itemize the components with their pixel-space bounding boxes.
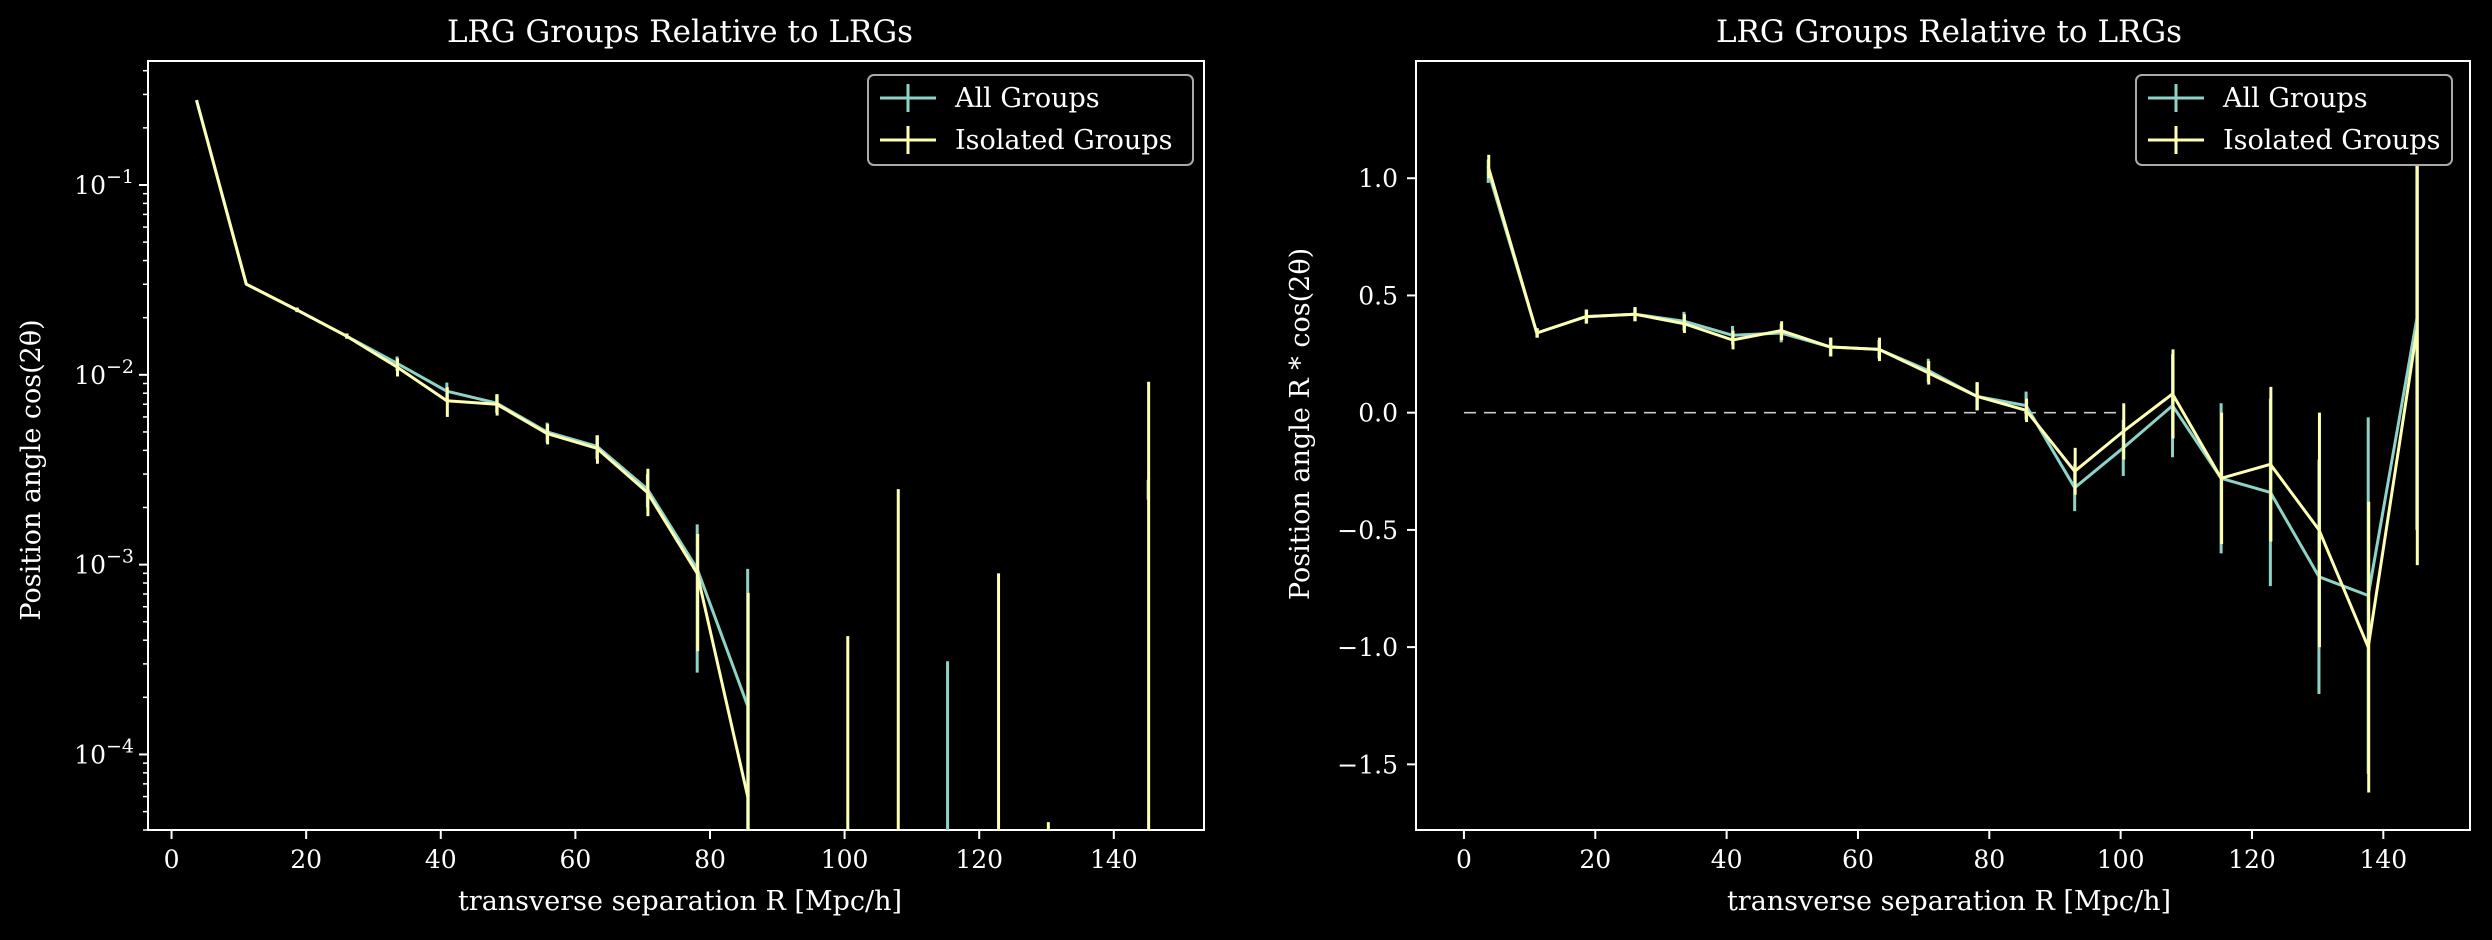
x-tick-label: 80 <box>1973 845 2005 874</box>
left-chart-xlabel: transverse separation R [Mpc/h] <box>458 886 902 917</box>
y-tick-label: 0.5 <box>1358 281 1398 310</box>
y-tick-label: −1.0 <box>1337 633 1398 662</box>
x-tick-label: 80 <box>694 845 726 874</box>
legend-all-groups-marker <box>2148 84 2204 112</box>
left-chart-plot-area <box>147 60 1205 831</box>
y-tick-label: 10−3 <box>74 546 134 580</box>
legend-isolated-groups-marker <box>2148 126 2204 154</box>
x-tick-label: 20 <box>1579 845 1611 874</box>
right-chart-plot-area <box>1415 60 2471 831</box>
x-tick-label: 120 <box>2228 845 2276 874</box>
left-chart-title: LRG Groups Relative to LRGs <box>447 14 913 50</box>
y-tick-label: 1.0 <box>1358 164 1398 193</box>
y-tick-label: 10−2 <box>74 356 134 390</box>
y-tick-label: 10−1 <box>74 166 134 200</box>
y-tick-label: 0.0 <box>1358 399 1398 428</box>
legend-isolated-groups-marker <box>880 126 936 154</box>
legend-all-groups-label: All Groups <box>954 83 1100 114</box>
legend-isolated-groups-label: Isolated Groups <box>2223 125 2440 156</box>
left-chart-legend: All Groups Isolated Groups <box>867 74 1194 166</box>
legend-isolated-groups-label: Isolated Groups <box>955 125 1172 156</box>
right-chart-ylabel: Position angle R * cos(2θ) <box>1285 248 1316 600</box>
legend-all-groups-marker <box>880 84 936 112</box>
x-tick-label: 40 <box>425 845 457 874</box>
x-tick-label: 0 <box>1456 845 1472 874</box>
right-chart-legend: All Groups Isolated Groups <box>2135 74 2453 166</box>
right-chart: LRG Groups Relative to LRGs transverse s… <box>1285 14 2471 917</box>
right-chart-title: LRG Groups Relative to LRGs <box>1716 14 2182 50</box>
x-tick-label: 140 <box>1090 845 1138 874</box>
y-tick-label: 10−4 <box>74 735 134 769</box>
series-line-isolated-groups <box>1486 166 2419 649</box>
right-chart-xlabel: transverse separation R [Mpc/h] <box>1727 886 2171 917</box>
x-tick-label: 100 <box>821 845 869 874</box>
left-chart-ylabel: Position angle cos(2θ) <box>16 319 47 620</box>
left-chart: LRG Groups Relative to LRGs transverse s… <box>16 14 1205 917</box>
x-tick-label: 20 <box>290 845 322 874</box>
x-tick-label: 60 <box>559 845 591 874</box>
x-tick-label: 140 <box>2359 845 2407 874</box>
x-tick-label: 40 <box>1711 845 1743 874</box>
y-tick-label: −0.5 <box>1337 516 1398 545</box>
x-tick-label: 100 <box>2097 845 2145 874</box>
y-tick-label: −1.5 <box>1337 750 1398 779</box>
x-tick-label: 60 <box>1842 845 1874 874</box>
x-tick-label: 120 <box>955 845 1003 874</box>
series-line-isolated-groups <box>195 99 750 797</box>
legend-all-groups-label: All Groups <box>2222 83 2368 114</box>
x-tick-label: 0 <box>164 845 180 874</box>
